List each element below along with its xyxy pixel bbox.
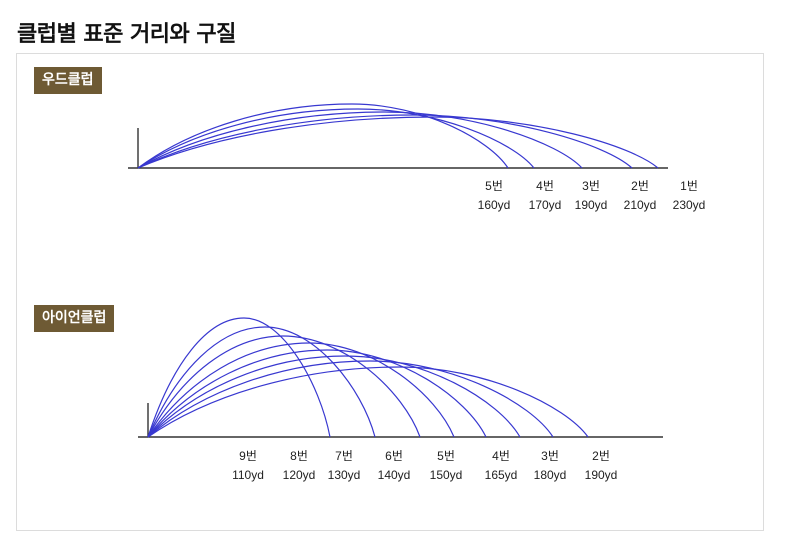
iron-trajectory-group: 9번 110yd 8번 120yd 7번 130yd 6번 140yd 5번 150yd 4번 165… (138, 317, 663, 482)
iron-trajectory-4 (147, 342, 455, 438)
wood-club-number-label: 1번 (680, 179, 698, 193)
iron-trajectory-2 (147, 326, 376, 438)
iron-club-number-label: 8번 (290, 449, 308, 463)
iron-club-number-label: 9번 (239, 449, 257, 463)
iron-trajectory-5 (147, 349, 487, 438)
wood-trajectory-group: 5번 160yd 4번 170yd 3번 190yd 2번 210yd 1번 230yd (128, 103, 706, 212)
wood-club-distance-label: 170yd (529, 198, 562, 212)
wood-club-distance-label: 210yd (624, 198, 657, 212)
iron-club-number-label: 5번 (437, 449, 455, 463)
iron-club-number-label: 3번 (541, 449, 559, 463)
iron-trajectory-1 (147, 317, 331, 438)
iron-club-distance-label: 180yd (534, 468, 567, 482)
iron-trajectory-7 (147, 360, 554, 438)
wood-club-distance-label: 190yd (575, 198, 608, 212)
wood-club-number-label: 2번 (631, 179, 649, 193)
iron-club-distance-label: 150yd (430, 468, 463, 482)
wood-trajectory-5 (137, 116, 659, 169)
iron-club-distance-label: 140yd (378, 468, 411, 482)
iron-club-number-label: 7번 (335, 449, 353, 463)
wood-trajectory-4 (137, 114, 633, 169)
iron-trajectory-6 (147, 355, 521, 438)
wood-trajectory-2 (137, 108, 535, 169)
iron-trajectory-8 (147, 366, 589, 438)
wood-club-badge: 우드클럽 (34, 67, 102, 94)
iron-club-badge: 아이언클럽 (34, 305, 115, 332)
page-title: 클럽별 표준 거리와 구질 (17, 22, 236, 47)
diagram-panel (16, 53, 764, 531)
iron-club-distance-label: 190yd (585, 468, 618, 482)
wood-club-number-label: 4번 (536, 179, 554, 193)
wood-club-distance-label: 230yd (673, 198, 706, 212)
iron-club-distance-label: 110yd (232, 468, 264, 482)
wood-club-number-label: 3번 (582, 179, 600, 193)
iron-club-distance-label: 165yd (485, 468, 518, 482)
wood-trajectory-1 (137, 103, 509, 169)
iron-club-distance-label: 130yd (328, 468, 361, 482)
iron-club-number-label: 6번 (385, 449, 403, 463)
wood-trajectory-3 (137, 111, 583, 169)
iron-club-distance-label: 120yd (283, 468, 316, 482)
iron-club-number-label: 2번 (592, 449, 610, 463)
wood-club-distance-label: 160yd (478, 198, 511, 212)
iron-club-number-label: 4번 (492, 449, 510, 463)
wood-club-number-label: 5번 (485, 179, 503, 193)
iron-trajectory-3 (147, 335, 421, 438)
